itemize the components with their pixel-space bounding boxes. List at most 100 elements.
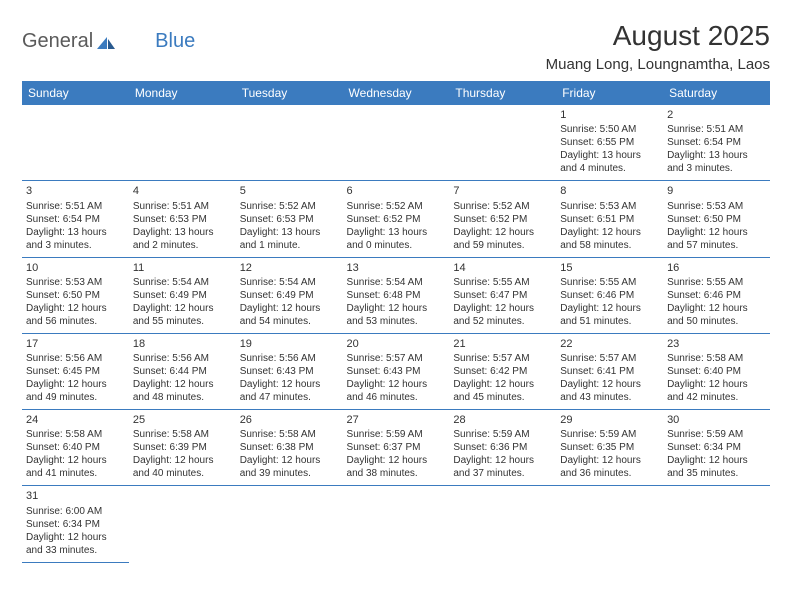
sunrise-text: Sunrise: 5:50 AM <box>560 123 659 136</box>
daylight2-text: and 1 minute. <box>240 239 339 252</box>
day-number: 17 <box>26 337 125 351</box>
day-number: 22 <box>560 337 659 351</box>
daylight1-text: Daylight: 12 hours <box>133 302 232 315</box>
calendar-table: Sunday Monday Tuesday Wednesday Thursday… <box>22 81 770 563</box>
sunset-text: Sunset: 6:50 PM <box>26 289 125 302</box>
calendar-row: 17Sunrise: 5:56 AMSunset: 6:45 PMDayligh… <box>22 333 770 409</box>
day-info: Sunrise: 5:56 AMSunset: 6:43 PMDaylight:… <box>240 352 339 404</box>
daylight2-text: and 3 minutes. <box>26 239 125 252</box>
sunset-text: Sunset: 6:46 PM <box>560 289 659 302</box>
calendar-cell: 2Sunrise: 5:51 AMSunset: 6:54 PMDaylight… <box>663 105 770 181</box>
sail-icon <box>95 34 117 50</box>
calendar-cell: 26Sunrise: 5:58 AMSunset: 6:38 PMDayligh… <box>236 410 343 486</box>
sunrise-text: Sunrise: 5:55 AM <box>667 276 766 289</box>
daylight1-text: Daylight: 12 hours <box>26 378 125 391</box>
sunset-text: Sunset: 6:36 PM <box>453 441 552 454</box>
day-number: 8 <box>560 184 659 198</box>
daylight2-text: and 39 minutes. <box>240 467 339 480</box>
sunrise-text: Sunrise: 5:51 AM <box>133 200 232 213</box>
daylight1-text: Daylight: 12 hours <box>347 454 446 467</box>
day-info: Sunrise: 5:58 AMSunset: 6:40 PMDaylight:… <box>26 428 125 480</box>
sunrise-text: Sunrise: 5:59 AM <box>453 428 552 441</box>
day-info: Sunrise: 5:55 AMSunset: 6:47 PMDaylight:… <box>453 276 552 328</box>
day-info: Sunrise: 5:50 AMSunset: 6:55 PMDaylight:… <box>560 123 659 175</box>
calendar-cell: 8 Sunrise: 5:53 AMSunset: 6:51 PMDaylight… <box>556 181 663 257</box>
day-number: 23 <box>667 337 766 351</box>
daylight2-text: and 46 minutes. <box>347 391 446 404</box>
sunset-text: Sunset: 6:54 PM <box>26 213 125 226</box>
calendar-cell <box>129 105 236 181</box>
calendar-cell <box>663 486 770 562</box>
daylight1-text: Daylight: 12 hours <box>453 226 552 239</box>
sunrise-text: Sunrise: 5:54 AM <box>133 276 232 289</box>
day-number: 3 <box>26 184 125 198</box>
day-number: 5 <box>240 184 339 198</box>
calendar-cell: 19Sunrise: 5:56 AMSunset: 6:43 PMDayligh… <box>236 333 343 409</box>
daylight1-text: Daylight: 12 hours <box>133 454 232 467</box>
day-info: Sunrise: 5:53 AMSunset: 6:51 PMDaylight:… <box>560 200 659 252</box>
daylight1-text: Daylight: 12 hours <box>667 226 766 239</box>
sunset-text: Sunset: 6:37 PM <box>347 441 446 454</box>
daylight2-text: and 42 minutes. <box>667 391 766 404</box>
calendar-cell: 27Sunrise: 5:59 AMSunset: 6:37 PMDayligh… <box>343 410 450 486</box>
sunrise-text: Sunrise: 5:56 AM <box>26 352 125 365</box>
day-header: Tuesday <box>236 81 343 105</box>
day-info: Sunrise: 5:59 AMSunset: 6:34 PMDaylight:… <box>667 428 766 480</box>
sunset-text: Sunset: 6:34 PM <box>26 518 125 531</box>
day-number: 24 <box>26 413 125 427</box>
day-number: 18 <box>133 337 232 351</box>
day-header: Saturday <box>663 81 770 105</box>
daylight2-text: and 51 minutes. <box>560 315 659 328</box>
day-info: Sunrise: 6:00 AMSunset: 6:34 PMDaylight:… <box>26 505 125 557</box>
location: Muang Long, Loungnamtha, Laos <box>546 56 770 73</box>
sunset-text: Sunset: 6:51 PM <box>560 213 659 226</box>
sunrise-text: Sunrise: 5:59 AM <box>667 428 766 441</box>
sunrise-text: Sunrise: 5:58 AM <box>133 428 232 441</box>
daylight1-text: Daylight: 12 hours <box>453 302 552 315</box>
header: GeneralBlue August 2025 Muang Long, Loun… <box>22 20 770 73</box>
day-info: Sunrise: 5:57 AMSunset: 6:42 PMDaylight:… <box>453 352 552 404</box>
daylight1-text: Daylight: 13 hours <box>133 226 232 239</box>
sunrise-text: Sunrise: 5:57 AM <box>347 352 446 365</box>
daylight1-text: Daylight: 12 hours <box>560 226 659 239</box>
calendar-cell: 21Sunrise: 5:57 AMSunset: 6:42 PMDayligh… <box>449 333 556 409</box>
sunset-text: Sunset: 6:55 PM <box>560 136 659 149</box>
day-number: 13 <box>347 261 446 275</box>
calendar-row: 1Sunrise: 5:50 AMSunset: 6:55 PMDaylight… <box>22 105 770 181</box>
sunset-text: Sunset: 6:40 PM <box>667 365 766 378</box>
day-header: Thursday <box>449 81 556 105</box>
day-number: 1 <box>560 108 659 122</box>
calendar-cell: 3Sunrise: 5:51 AMSunset: 6:54 PMDaylight… <box>22 181 129 257</box>
daylight2-text: and 48 minutes. <box>133 391 232 404</box>
day-number: 4 <box>133 184 232 198</box>
sunrise-text: Sunrise: 5:54 AM <box>347 276 446 289</box>
calendar-cell <box>236 105 343 181</box>
day-info: Sunrise: 5:59 AMSunset: 6:35 PMDaylight:… <box>560 428 659 480</box>
daylight2-text: and 54 minutes. <box>240 315 339 328</box>
sunrise-text: Sunrise: 5:53 AM <box>667 200 766 213</box>
sunset-text: Sunset: 6:52 PM <box>453 213 552 226</box>
sunrise-text: Sunrise: 6:00 AM <box>26 505 125 518</box>
calendar-cell <box>236 486 343 562</box>
daylight1-text: Daylight: 12 hours <box>667 378 766 391</box>
day-info: Sunrise: 5:59 AMSunset: 6:37 PMDaylight:… <box>347 428 446 480</box>
sunset-text: Sunset: 6:42 PM <box>453 365 552 378</box>
sunrise-text: Sunrise: 5:55 AM <box>453 276 552 289</box>
daylight2-text: and 33 minutes. <box>26 544 125 557</box>
day-number: 19 <box>240 337 339 351</box>
day-number: 10 <box>26 261 125 275</box>
sunrise-text: Sunrise: 5:52 AM <box>453 200 552 213</box>
calendar-cell <box>556 486 663 562</box>
sunrise-text: Sunrise: 5:54 AM <box>240 276 339 289</box>
sunset-text: Sunset: 6:50 PM <box>667 213 766 226</box>
daylight2-text: and 49 minutes. <box>26 391 125 404</box>
sunrise-text: Sunrise: 5:59 AM <box>347 428 446 441</box>
day-number: 31 <box>26 489 125 503</box>
sunset-text: Sunset: 6:54 PM <box>667 136 766 149</box>
calendar-cell: 18Sunrise: 5:56 AMSunset: 6:44 PMDayligh… <box>129 333 236 409</box>
daylight1-text: Daylight: 12 hours <box>26 531 125 544</box>
day-info: Sunrise: 5:52 AMSunset: 6:53 PMDaylight:… <box>240 200 339 252</box>
sunrise-text: Sunrise: 5:58 AM <box>240 428 339 441</box>
calendar-cell: 30Sunrise: 5:59 AMSunset: 6:34 PMDayligh… <box>663 410 770 486</box>
daylight2-text: and 43 minutes. <box>560 391 659 404</box>
